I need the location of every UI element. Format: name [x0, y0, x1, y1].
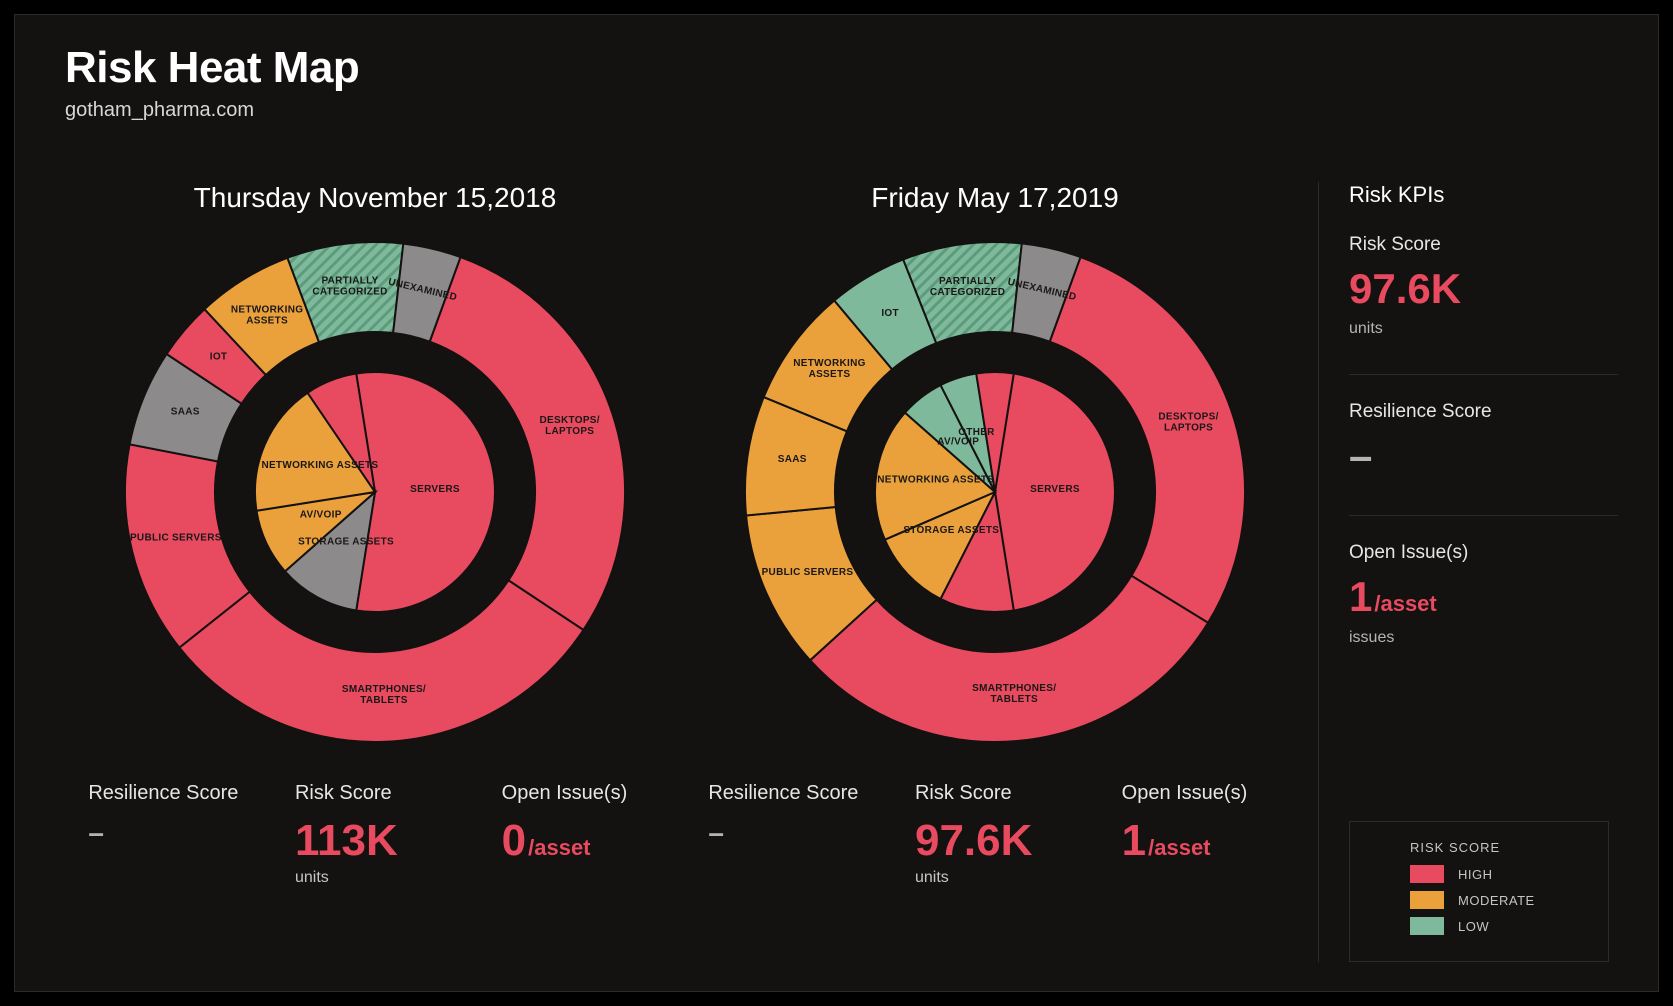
kpi-unit: units: [1349, 320, 1618, 338]
chart-slice-label: NETWORKING ASSETS: [261, 460, 378, 471]
stat-value: 113K: [295, 819, 455, 863]
chart-slice-label: AV/VOIP: [937, 437, 979, 448]
chart-b-title: Friday May 17,2019: [871, 182, 1118, 214]
chart-slice-label: PARTIALLYCATEGORIZED: [930, 276, 1005, 298]
stat-value: –: [88, 819, 248, 847]
chart-b-stats: Resilience Score – Risk Score 97.6K unit…: [685, 782, 1305, 887]
chart-b: DESKTOPS/LAPTOPSSMARTPHONES/TABLETSPUBLI…: [735, 232, 1255, 752]
legend-title: RISK SCORE: [1410, 840, 1588, 855]
kpi-label: Resilience Score: [1349, 401, 1618, 423]
chart-column-b: Friday May 17,2019 DESKTOPS/LAPTOPSSMART…: [685, 182, 1305, 962]
chart-slice-label: STORAGE ASSETS: [903, 525, 999, 536]
kpi-value: 97.6K: [1349, 266, 1618, 312]
legend-item-high: HIGH: [1410, 865, 1588, 883]
kpi-resilience-score: Resilience Score –: [1349, 401, 1618, 479]
stat-label: Resilience Score: [708, 782, 868, 805]
page-title: Risk Heat Map: [65, 43, 1618, 93]
legend-swatch: [1410, 917, 1444, 935]
legend-label: HIGH: [1458, 867, 1493, 882]
dashboard-panel: Risk Heat Map gotham_pharma.com Thursday…: [14, 14, 1659, 992]
chart-slice-label: SAAS: [778, 454, 807, 465]
kpi-risk-score: Risk Score 97.6K units: [1349, 234, 1618, 338]
chart-slice-label: IOT: [881, 308, 899, 319]
content-row: Thursday November 15,2018 DESKTOPS/LAPTO…: [65, 182, 1618, 962]
stat-label: Risk Score: [295, 782, 455, 805]
stat-unit: units: [295, 869, 455, 887]
chart-slice-label: PUBLIC SERVERS: [762, 567, 854, 578]
legend-risk-score: RISK SCORE HIGH MODERATE LOW: [1349, 821, 1609, 962]
kpi-value: –: [1349, 433, 1618, 479]
kpi-value: 1/asset: [1349, 574, 1618, 620]
divider: [1349, 515, 1618, 516]
kpi-value-number: 1: [1349, 573, 1372, 620]
chart-slice-label: STORAGE ASSETS: [298, 537, 394, 548]
chart-slice-label: OTHER: [958, 427, 995, 438]
chart-a-stats: Resilience Score – Risk Score 113K units…: [65, 782, 685, 887]
sidebar-title: Risk KPIs: [1349, 182, 1618, 208]
kpi-label: Risk Score: [1349, 234, 1618, 256]
stat-value: 1/asset: [1122, 819, 1282, 863]
stat-value-number: 0: [502, 816, 526, 865]
legend-label: MODERATE: [1458, 893, 1535, 908]
stat-unit: units: [915, 869, 1075, 887]
chart-a: DESKTOPS/LAPTOPSSMARTPHONES/TABLETSPUBLI…: [115, 232, 635, 752]
stat-value-suffix: /asset: [528, 835, 590, 860]
legend-label: LOW: [1458, 919, 1489, 934]
chart-slice-label: DESKTOPS/LAPTOPS: [540, 415, 600, 437]
stat-label: Resilience Score: [88, 782, 248, 805]
stat-label: Risk Score: [915, 782, 1075, 805]
legend-item-moderate: MODERATE: [1410, 891, 1588, 909]
chart-a-title: Thursday November 15,2018: [194, 182, 557, 214]
kpi-open-issues: Open Issue(s) 1/asset issues: [1349, 542, 1618, 646]
stat-label: Open Issue(s): [1122, 782, 1282, 805]
chart-slice-label: DESKTOPS/LAPTOPS: [1158, 411, 1218, 433]
stat-resilience-a: Resilience Score –: [88, 782, 248, 847]
legend-swatch: [1410, 891, 1444, 909]
chart-slice-label: NETWORKING ASSETS: [877, 475, 994, 486]
stat-value: 97.6K: [915, 819, 1075, 863]
stat-value-number: 1: [1122, 816, 1146, 865]
stat-value: 0/asset: [502, 819, 662, 863]
stat-issues-b: Open Issue(s) 1/asset: [1122, 782, 1282, 863]
chart-slice-label: PUBLIC SERVERS: [130, 533, 222, 544]
stat-value-suffix: /asset: [1148, 835, 1210, 860]
stat-risk-a: Risk Score 113K units: [295, 782, 455, 887]
chart-slice-label: AV/VOIP: [300, 510, 342, 521]
stat-resilience-b: Resilience Score –: [708, 782, 868, 847]
kpi-value-suffix: /asset: [1374, 591, 1436, 616]
chart-slice-label: SERVERS: [410, 484, 460, 495]
divider: [1349, 374, 1618, 375]
legend-item-low: LOW: [1410, 917, 1588, 935]
legend-swatch: [1410, 865, 1444, 883]
chart-slice-label: IOT: [210, 352, 228, 363]
stat-issues-a: Open Issue(s) 0/asset: [502, 782, 662, 863]
chart-slice-label: PARTIALLYCATEGORIZED: [312, 276, 387, 298]
kpi-unit: issues: [1349, 629, 1618, 647]
stat-value: –: [708, 819, 868, 847]
chart-slice-label: SAAS: [171, 406, 200, 417]
stat-risk-b: Risk Score 97.6K units: [915, 782, 1075, 887]
page-subtitle: gotham_pharma.com: [65, 99, 1618, 122]
sidebar-kpis: Risk KPIs Risk Score 97.6K units Resilie…: [1318, 182, 1618, 962]
header: Risk Heat Map gotham_pharma.com: [65, 43, 1618, 122]
chart-slice-label: SERVERS: [1030, 484, 1080, 495]
chart-column-a: Thursday November 15,2018 DESKTOPS/LAPTO…: [65, 182, 685, 962]
kpi-label: Open Issue(s): [1349, 542, 1618, 564]
stat-label: Open Issue(s): [502, 782, 662, 805]
